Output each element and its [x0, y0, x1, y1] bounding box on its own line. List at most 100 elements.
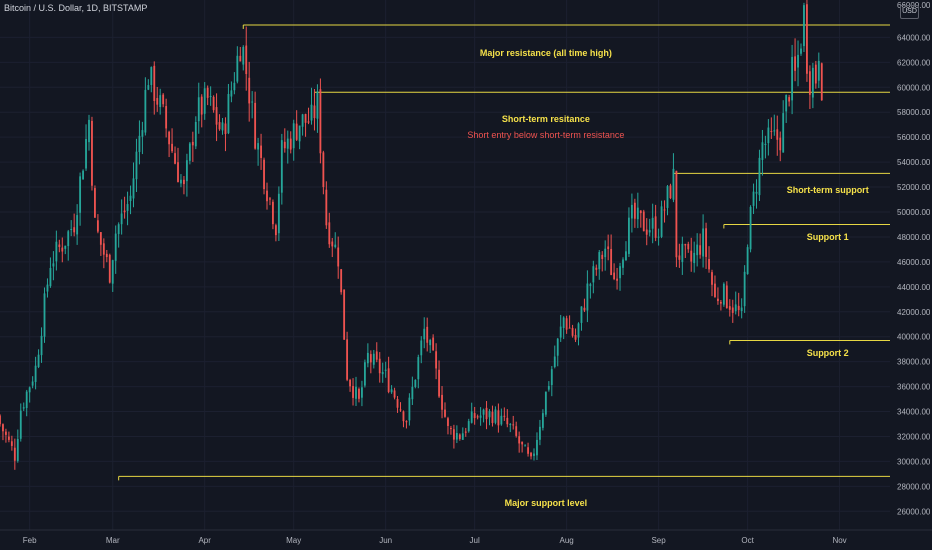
candle-body — [794, 56, 796, 71]
candle-body — [0, 415, 1, 425]
candle-body — [622, 259, 624, 268]
candle-body — [334, 244, 337, 248]
candle-body — [746, 247, 749, 275]
candle-body — [2, 424, 4, 432]
time-tick-label: Mar — [106, 536, 120, 545]
candle-body — [595, 267, 598, 270]
candle-body — [607, 246, 610, 250]
candle-body — [111, 260, 114, 284]
candle-body — [153, 65, 156, 102]
time-axis[interactable]: Feb Mar Apr May Jun Jul Aug Sep Oct Nov — [0, 529, 932, 545]
candle-body — [500, 415, 503, 425]
candle-body — [708, 259, 710, 270]
price-tick-label: 30000.00 — [897, 457, 931, 466]
candle-body — [734, 304, 737, 312]
candle-body — [13, 447, 16, 461]
candle-body — [455, 432, 458, 440]
candle-body — [277, 193, 280, 234]
candle-body — [381, 372, 384, 375]
candle-body — [313, 105, 316, 119]
candle-body — [817, 60, 820, 81]
candle-body — [162, 94, 165, 105]
candle-body — [384, 369, 387, 371]
candle-body — [375, 351, 378, 360]
candle-body — [28, 387, 31, 393]
candle-body — [200, 96, 203, 115]
candle-body — [269, 198, 271, 200]
candle-body — [444, 409, 446, 417]
candle-body — [473, 413, 476, 419]
candle-body — [280, 140, 283, 193]
candle-body — [5, 431, 7, 435]
candle-body — [544, 391, 547, 415]
price-tick-label: 36000.00 — [897, 383, 931, 392]
price-tick-label: 38000.00 — [897, 358, 931, 367]
candle-body — [105, 253, 108, 258]
candle-body — [438, 369, 440, 397]
candle-body — [687, 243, 690, 250]
candle-body — [88, 119, 90, 143]
candle-body — [298, 125, 301, 142]
candle-body — [218, 122, 221, 130]
candle-body — [731, 307, 734, 313]
candle-body — [378, 358, 381, 374]
price-tick-label: 28000.00 — [897, 482, 931, 491]
price-axis[interactable]: 26000.00 28000.00 30000.00 32000.00 34000.00… — [897, 1, 931, 516]
candle-body — [814, 64, 817, 84]
candle-body — [435, 351, 438, 369]
price-tick-label: 58000.00 — [897, 108, 931, 117]
candle-body — [150, 67, 153, 85]
time-tick-label: Sep — [651, 536, 666, 545]
candle-body — [120, 213, 123, 225]
candle-body — [239, 55, 242, 62]
candle-body — [800, 48, 802, 54]
candle-body — [639, 210, 642, 214]
candle-body — [503, 415, 506, 417]
candle-body — [10, 441, 13, 446]
candle-body — [76, 215, 79, 235]
candle-body — [690, 250, 693, 262]
price-tick-label: 56000.00 — [897, 133, 931, 142]
candle-body — [307, 121, 310, 123]
candle-body — [464, 431, 467, 433]
candle-body — [369, 354, 372, 363]
candle-body — [399, 409, 402, 411]
candle-body — [272, 201, 274, 225]
candle-body — [230, 90, 233, 97]
candle-body — [559, 326, 562, 338]
candle-body — [355, 386, 357, 399]
currency-badge[interactable]: USD — [900, 5, 919, 19]
price-tick-label: 46000.00 — [897, 258, 931, 267]
candle-body — [82, 170, 84, 180]
candle-body — [114, 233, 117, 261]
candle-body — [117, 224, 120, 235]
price-tick-label: 64000.00 — [897, 33, 931, 42]
candle-body — [806, 4, 808, 74]
candle-body — [669, 185, 672, 199]
level-label: Short-term support — [786, 184, 869, 195]
candle-body — [52, 263, 55, 267]
price-tick-label: 54000.00 — [897, 158, 931, 167]
candle-body — [135, 151, 138, 180]
candle-body — [417, 357, 420, 380]
candle-body — [737, 305, 740, 311]
candle-body — [521, 441, 524, 445]
candle-body — [533, 453, 535, 456]
candle-body — [94, 188, 96, 218]
candle-body — [358, 388, 360, 399]
candle-body — [755, 191, 758, 194]
candle-body — [702, 228, 705, 257]
candle-body — [441, 394, 443, 410]
candle-body — [85, 139, 87, 169]
candle-body — [227, 93, 230, 134]
candle-body — [645, 229, 648, 235]
candle-body — [221, 122, 224, 131]
candle-body — [138, 135, 141, 153]
candle-body — [660, 206, 663, 237]
candle-body — [64, 245, 67, 249]
candle-body — [740, 307, 743, 312]
price-tick-label: 50000.00 — [897, 208, 931, 217]
candle-body — [811, 67, 814, 98]
candle-body — [580, 306, 583, 323]
